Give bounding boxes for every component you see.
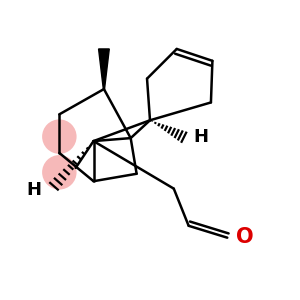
Circle shape	[42, 119, 76, 154]
Text: H: H	[26, 181, 41, 199]
Text: O: O	[236, 227, 253, 247]
Polygon shape	[99, 49, 109, 89]
Circle shape	[42, 155, 76, 190]
Text: H: H	[193, 128, 208, 146]
